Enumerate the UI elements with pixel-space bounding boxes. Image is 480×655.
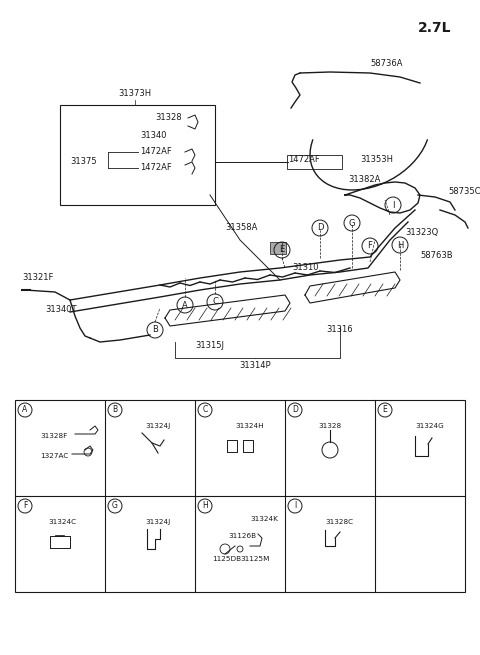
Text: I: I (294, 502, 296, 510)
Text: E: E (383, 405, 387, 415)
Text: 31316: 31316 (327, 326, 353, 335)
Text: F: F (368, 242, 372, 250)
Text: 31321F: 31321F (22, 274, 53, 282)
Text: 31340: 31340 (140, 130, 167, 140)
Text: 31126B: 31126B (228, 533, 256, 539)
Text: 58735C: 58735C (448, 187, 480, 196)
Text: H: H (202, 502, 208, 510)
Text: 31314P: 31314P (239, 360, 271, 369)
Text: G: G (349, 219, 355, 227)
Text: 31125M: 31125M (240, 556, 269, 562)
Text: 31310: 31310 (292, 263, 319, 272)
Text: 1472AF: 1472AF (140, 147, 172, 157)
Text: 31328: 31328 (155, 113, 181, 122)
Text: 31324C: 31324C (48, 519, 76, 525)
Text: 31328F: 31328F (40, 433, 67, 439)
Text: D: D (317, 223, 323, 233)
Text: 58736A: 58736A (370, 60, 403, 69)
Bar (287, 155, 342, 169)
Text: F: F (23, 502, 27, 510)
Text: A: A (23, 405, 28, 415)
Text: A: A (182, 301, 188, 310)
Text: 31324K: 31324K (250, 516, 278, 522)
Text: 31373H: 31373H (119, 88, 152, 98)
Text: 31324H: 31324H (235, 423, 264, 429)
Text: 31382A: 31382A (348, 176, 380, 185)
Text: C: C (203, 405, 208, 415)
Text: 31353H: 31353H (360, 155, 393, 164)
Text: E: E (279, 246, 285, 255)
Text: 31323Q: 31323Q (405, 229, 438, 238)
Text: 31358A: 31358A (226, 223, 258, 233)
Text: G: G (112, 502, 118, 510)
Text: 31315J: 31315J (195, 341, 225, 350)
Text: 1472AF: 1472AF (288, 155, 320, 164)
Text: B: B (152, 326, 158, 335)
Text: 2.7L: 2.7L (418, 21, 452, 35)
Bar (270, 242, 286, 254)
Text: 31324G: 31324G (415, 423, 444, 429)
Text: 31324J: 31324J (145, 423, 170, 429)
Text: 31340T: 31340T (45, 305, 76, 314)
Text: 1327AC: 1327AC (40, 453, 68, 459)
Text: 1125DB: 1125DB (212, 556, 241, 562)
Bar (60, 105, 215, 205)
Bar (15, 400, 465, 592)
Text: 31375: 31375 (70, 157, 96, 166)
Text: H: H (397, 240, 403, 250)
Text: 31328C: 31328C (325, 519, 353, 525)
Text: 31324J: 31324J (145, 519, 170, 525)
Text: D: D (292, 405, 298, 415)
Text: I: I (392, 200, 394, 210)
Text: 58763B: 58763B (420, 250, 453, 259)
Text: B: B (112, 405, 118, 415)
Text: 1472AF: 1472AF (140, 164, 172, 172)
Text: C: C (212, 297, 218, 307)
Text: 31328: 31328 (318, 423, 341, 429)
